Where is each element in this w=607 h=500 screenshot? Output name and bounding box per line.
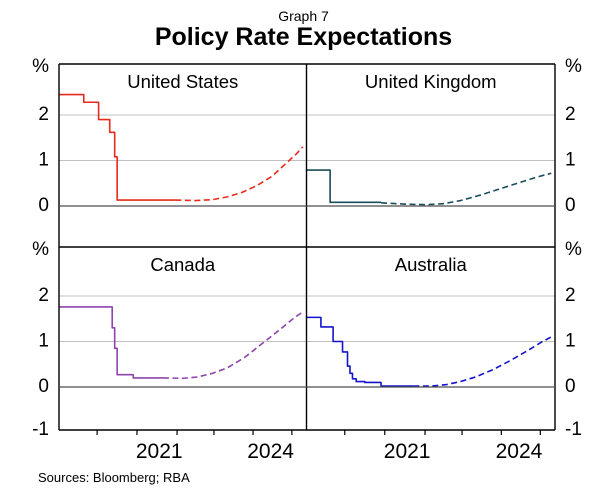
- svg-text:0: 0: [38, 376, 49, 397]
- svg-text:United States: United States: [127, 71, 238, 92]
- svg-text:%: %: [565, 56, 582, 77]
- svg-text:1: 1: [565, 150, 576, 171]
- svg-text:-1: -1: [32, 419, 49, 440]
- svg-text:%: %: [32, 56, 49, 77]
- svg-text:-1: -1: [565, 419, 582, 440]
- svg-text:2024: 2024: [496, 440, 543, 463]
- svg-text:2: 2: [38, 104, 49, 125]
- svg-text:0: 0: [565, 376, 576, 397]
- svg-text:1: 1: [38, 331, 49, 352]
- svg-text:1: 1: [565, 331, 576, 352]
- svg-text:%: %: [32, 239, 49, 260]
- svg-text:0: 0: [565, 195, 576, 216]
- svg-text:2: 2: [565, 285, 576, 306]
- svg-text:0: 0: [38, 195, 49, 216]
- svg-text:2: 2: [38, 285, 49, 306]
- svg-text:2024: 2024: [247, 440, 294, 463]
- svg-text:Australia: Australia: [395, 254, 468, 275]
- svg-text:1: 1: [38, 150, 49, 171]
- svg-text:Canada: Canada: [150, 254, 216, 275]
- svg-text:2021: 2021: [384, 440, 431, 463]
- svg-text:%: %: [565, 239, 582, 260]
- svg-text:United Kingdom: United Kingdom: [365, 71, 497, 92]
- svg-text:2021: 2021: [136, 440, 183, 463]
- svg-text:2: 2: [565, 104, 576, 125]
